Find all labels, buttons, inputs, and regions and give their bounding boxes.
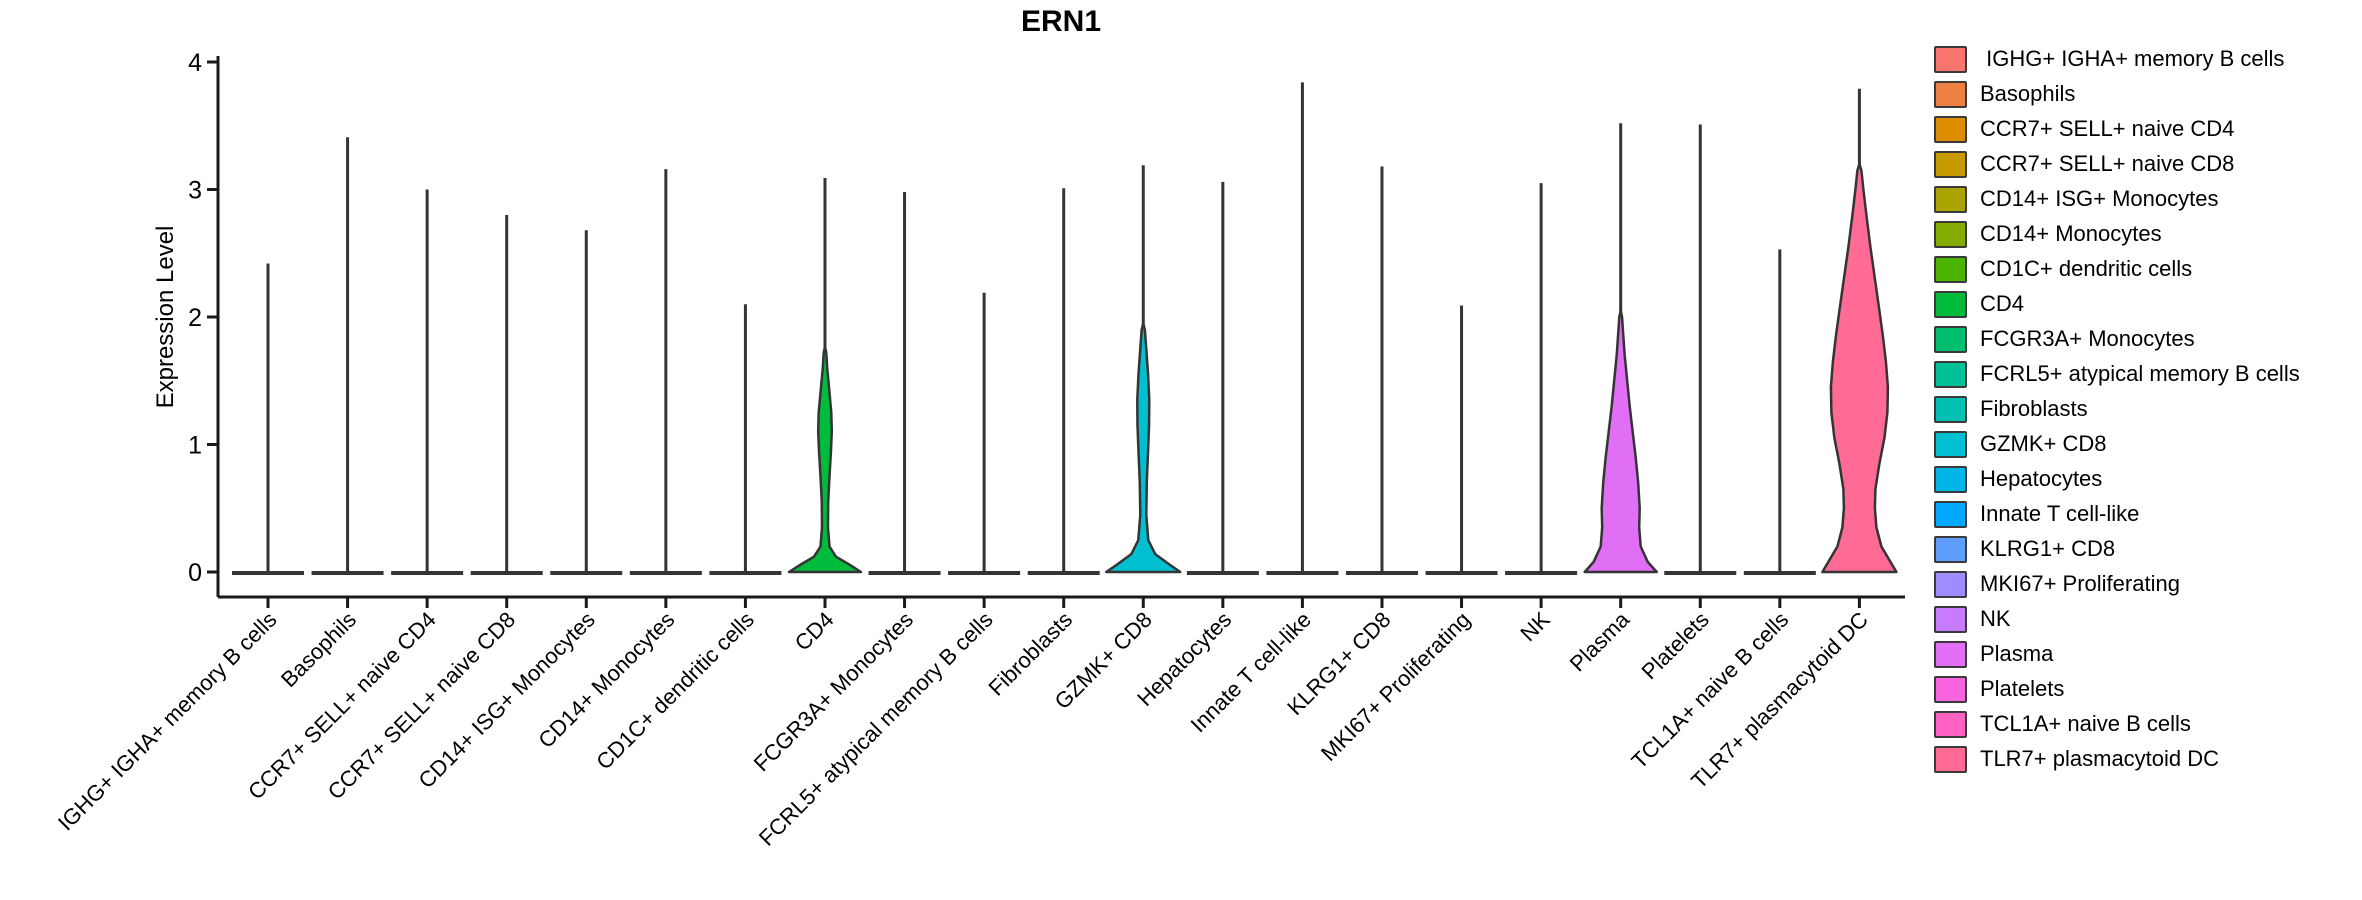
legend-label: Plasma: [1980, 641, 2054, 666]
x-tick-label: CD4: [790, 607, 839, 656]
legend-swatch: [1934, 45, 1967, 73]
legend-label: CD14+ Monocytes: [1980, 221, 2162, 246]
x-tick-label: Plasma: [1565, 606, 1635, 676]
legend-swatch: [1934, 80, 1967, 108]
violin-body: [1821, 162, 1898, 574]
legend-label: MKI67+ Proliferating: [1980, 571, 2180, 596]
x-tick-label: NK: [1515, 607, 1555, 647]
legend-swatch: [1934, 570, 1967, 598]
legend-item: CD14+ Monocytes: [1934, 220, 2300, 248]
legend-item: GZMK+ CD8: [1934, 430, 2300, 458]
legend-item: CCR7+ SELL+ naive CD8: [1934, 150, 2300, 178]
x-tick-label: MKI67+ Proliferating: [1316, 607, 1475, 766]
legend-label: FCRL5+ atypical memory B cells: [1980, 361, 2300, 386]
legend-item: CCR7+ SELL+ naive CD4: [1934, 115, 2300, 143]
legend-label: Platelets: [1980, 676, 2065, 701]
legend-label: Fibroblasts: [1980, 396, 2088, 421]
y-tick-label: 0: [188, 559, 202, 587]
legend-label: CD1C+ dendritic cells: [1980, 256, 2193, 281]
legend-swatch: [1934, 325, 1967, 353]
legend-swatch: [1934, 675, 1967, 703]
legend-swatch: [1934, 360, 1967, 388]
legend-item: CD14+ ISG+ Monocytes: [1934, 185, 2300, 213]
legend-swatch: [1934, 465, 1967, 493]
legend-swatch: [1934, 640, 1967, 668]
legend-swatch: [1934, 395, 1967, 423]
legend-item: Basophils: [1934, 80, 2300, 108]
legend-label: FCGR3A+ Monocytes: [1980, 326, 2195, 351]
legend-swatch: [1934, 150, 1967, 178]
legend-label: Innate T cell-like: [1980, 501, 2140, 526]
legend-item: Innate T cell-like: [1934, 500, 2300, 528]
legend-swatch: [1934, 220, 1967, 248]
legend-label: CD4: [1980, 291, 2025, 316]
legend-label: Hepatocytes: [1980, 466, 2103, 491]
legend-label: GZMK+ CD8: [1980, 431, 2107, 456]
legend-label: KLRG1+ CD8: [1980, 536, 2116, 561]
legend-item: Platelets: [1934, 675, 2300, 703]
legend-label: Basophils: [1980, 81, 2076, 106]
y-axis-title: Expression Level: [152, 225, 179, 409]
legend-swatch: [1934, 255, 1967, 283]
legend-swatch: [1934, 430, 1967, 458]
legend-item: FCGR3A+ Monocytes: [1934, 325, 2300, 353]
legend-label: CCR7+ SELL+ naive CD4: [1980, 116, 2235, 141]
legend-item: NK: [1934, 605, 2300, 633]
legend-label: CCR7+ SELL+ naive CD8: [1980, 151, 2235, 176]
legend-label: IGHG+ IGHA+ memory B cells: [1980, 46, 2285, 71]
legend-swatch: [1934, 605, 1967, 633]
chart-title: ERN1: [1020, 5, 1102, 38]
legend-item: Hepatocytes: [1934, 465, 2300, 493]
x-tick-label: Platelets: [1636, 607, 1713, 684]
legend-item: Plasma: [1934, 640, 2300, 668]
legend-swatch: [1934, 500, 1967, 528]
legend-swatch: [1934, 115, 1967, 143]
legend-item: MKI67+ Proliferating: [1934, 570, 2300, 598]
legend-label: TLR7+ plasmacytoid DC: [1980, 746, 2220, 771]
violin-body: [787, 345, 863, 574]
violin-body: [1105, 322, 1182, 574]
x-tick-label: IGHG+ IGHA+ memory B cells: [53, 607, 282, 836]
y-tick-label: 1: [188, 432, 202, 460]
legend-item: Fibroblasts: [1934, 395, 2300, 423]
legend-item: IGHG+ IGHA+ memory B cells: [1934, 45, 2300, 73]
y-tick-label: 3: [188, 177, 202, 205]
legend: IGHG+ IGHA+ memory B cells Basophils CCR7+…: [1934, 45, 2300, 782]
legend-swatch: [1934, 185, 1967, 213]
legend-item: KLRG1+ CD8: [1934, 535, 2300, 563]
x-tick-label: Basophils: [276, 607, 361, 692]
legend-item: CD4: [1934, 290, 2300, 318]
legend-item: TLR7+ plasmacytoid DC: [1934, 745, 2300, 773]
legend-item: CD1C+ dendritic cells: [1934, 255, 2300, 283]
x-tick-label: TCL1A+ naive B cells: [1627, 607, 1794, 774]
x-tick-label: CD14+ Monocytes: [533, 607, 679, 753]
violin-body: [1583, 309, 1658, 574]
y-tick-label: 2: [188, 304, 202, 332]
legend-item: FCRL5+ atypical memory B cells: [1934, 360, 2300, 388]
legend-swatch: [1934, 745, 1967, 773]
x-tick-label: FCGR3A+ Monocytes: [749, 607, 918, 776]
legend-swatch: [1934, 290, 1967, 318]
y-tick-label: 4: [188, 49, 202, 77]
x-tick-label: CD1C+ dendritic cells: [591, 607, 759, 775]
legend-swatch: [1934, 710, 1967, 738]
legend-item: TCL1A+ naive B cells: [1934, 710, 2300, 738]
legend-label: TCL1A+ naive B cells: [1980, 711, 2191, 736]
legend-label: CD14+ ISG+ Monocytes: [1980, 186, 2219, 211]
legend-label: NK: [1980, 606, 2011, 631]
legend-swatch: [1934, 535, 1967, 563]
